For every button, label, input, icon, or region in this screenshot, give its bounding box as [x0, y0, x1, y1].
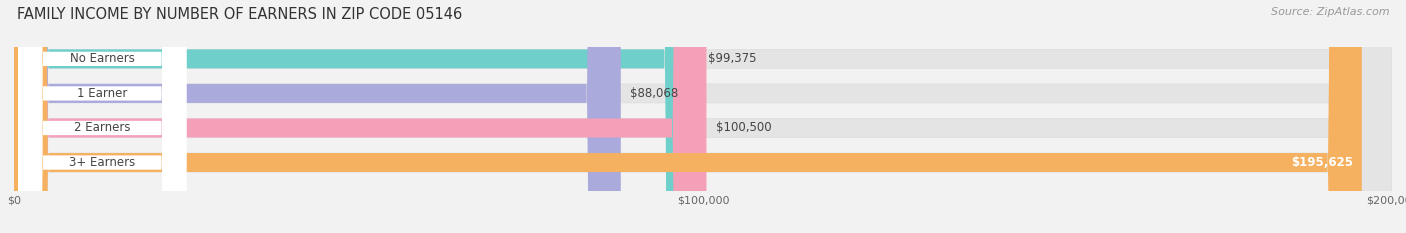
FancyBboxPatch shape	[14, 0, 1392, 233]
FancyBboxPatch shape	[18, 0, 187, 233]
FancyBboxPatch shape	[14, 0, 706, 233]
Text: $99,375: $99,375	[709, 52, 756, 65]
FancyBboxPatch shape	[14, 0, 621, 233]
FancyBboxPatch shape	[18, 0, 187, 233]
Text: $88,068: $88,068	[630, 87, 679, 100]
Text: 1 Earner: 1 Earner	[77, 87, 128, 100]
FancyBboxPatch shape	[14, 0, 1392, 233]
Text: Source: ZipAtlas.com: Source: ZipAtlas.com	[1271, 7, 1389, 17]
Text: $195,625: $195,625	[1292, 156, 1354, 169]
FancyBboxPatch shape	[18, 0, 187, 233]
FancyBboxPatch shape	[14, 0, 1392, 233]
FancyBboxPatch shape	[14, 0, 1392, 233]
Text: 3+ Earners: 3+ Earners	[69, 156, 135, 169]
FancyBboxPatch shape	[14, 0, 699, 233]
FancyBboxPatch shape	[18, 0, 187, 233]
Text: No Earners: No Earners	[70, 52, 135, 65]
Text: $100,500: $100,500	[716, 121, 772, 134]
Text: 2 Earners: 2 Earners	[75, 121, 131, 134]
FancyBboxPatch shape	[14, 0, 1362, 233]
Text: FAMILY INCOME BY NUMBER OF EARNERS IN ZIP CODE 05146: FAMILY INCOME BY NUMBER OF EARNERS IN ZI…	[17, 7, 463, 22]
